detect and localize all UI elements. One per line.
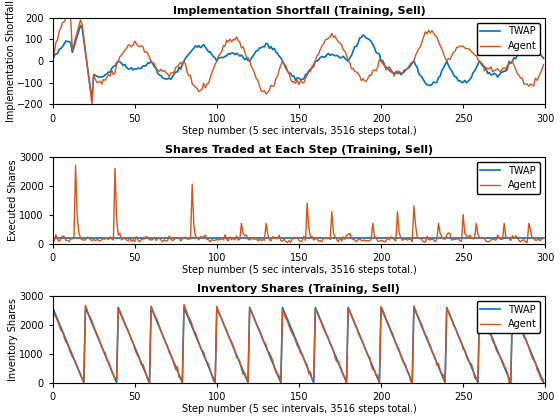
Legend: TWAP, Agent: TWAP, Agent [477,301,540,333]
Legend: TWAP, Agent: TWAP, Agent [477,162,540,194]
Title: Implementation Shortfall (Training, Sell): Implementation Shortfall (Training, Sell… [172,5,425,16]
Line: Agent: Agent [53,304,544,383]
Agent [51,50,58,55]
TWAP [343,380,350,385]
Agent [353,70,360,75]
Title: Inventory Shares (Training, Sell): Inventory Shares (Training, Sell) [198,284,400,294]
Agent [51,238,58,243]
TWAP [51,309,58,314]
Line: TWAP: TWAP [53,307,544,383]
Agent [345,58,352,63]
TWAP [352,321,358,326]
Agent [49,307,56,312]
Agent [343,53,350,58]
TWAP [350,235,357,240]
TWAP [342,235,348,240]
X-axis label: Step number (5 sec intervals, 3516 steps total.): Step number (5 sec intervals, 3516 steps… [181,265,416,276]
TWAP [496,352,503,357]
Agent [342,237,348,242]
TWAP [81,380,87,385]
Title: Shares Traded at Each Step (Training, Sell): Shares Traded at Each Step (Training, Se… [165,144,433,155]
TWAP [497,70,504,75]
TWAP [540,56,547,61]
Agent [465,236,472,241]
Agent [88,102,95,107]
Agent [353,324,360,329]
Agent [540,377,547,382]
TWAP [77,23,84,28]
Y-axis label: Implementation Shortfall: Implementation Shortfall [6,0,16,122]
X-axis label: Step number (5 sec intervals, 3516 steps total.): Step number (5 sec intervals, 3516 steps… [181,126,416,136]
Legend: TWAP, Agent: TWAP, Agent [477,23,540,55]
Line: Agent: Agent [53,165,544,243]
TWAP [345,58,352,63]
Agent [146,380,153,385]
Agent [352,237,358,242]
TWAP [463,235,470,240]
Agent [49,240,56,245]
TWAP [340,235,347,240]
TWAP [540,235,547,240]
TWAP [342,376,348,381]
Agent [343,233,350,238]
Agent [496,236,503,241]
Line: Agent: Agent [53,18,544,105]
Agent [49,58,56,63]
Agent [540,236,547,241]
Agent [466,47,473,52]
Agent [497,69,504,74]
Agent [181,302,188,307]
TWAP [49,235,56,240]
Agent [345,305,352,310]
Y-axis label: Inventory Shares: Inventory Shares [7,298,17,381]
TWAP [49,305,56,310]
TWAP [88,97,95,102]
Agent [343,380,350,385]
TWAP [343,58,350,63]
TWAP [353,44,360,49]
TWAP [49,58,56,63]
Agent [51,312,58,317]
Agent [540,62,547,67]
Agent [64,15,71,20]
TWAP [466,77,473,82]
TWAP [51,53,58,58]
Line: TWAP: TWAP [53,25,544,100]
Agent [497,356,504,361]
Y-axis label: Executed Shares: Executed Shares [7,159,17,241]
X-axis label: Step number (5 sec intervals, 3516 steps total.): Step number (5 sec intervals, 3516 steps… [181,404,416,415]
TWAP [51,235,58,240]
Agent [466,360,473,365]
TWAP [540,380,547,385]
TWAP [465,357,472,362]
Agent [72,163,79,168]
TWAP [494,235,501,240]
